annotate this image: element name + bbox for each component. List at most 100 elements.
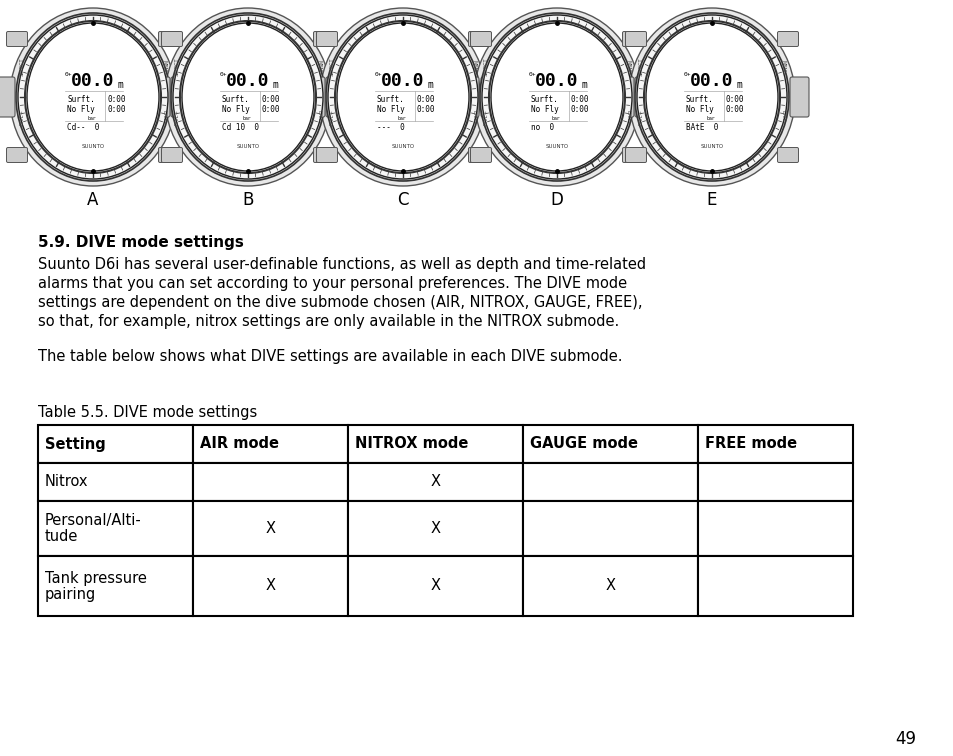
Bar [193,425,348,463]
Text: DIVE-: DIVE- [161,110,167,124]
Text: bar: bar [243,116,252,122]
Text: ---  0: --- 0 [376,123,404,132]
FancyBboxPatch shape [314,147,335,163]
FancyBboxPatch shape [468,32,489,47]
Ellipse shape [479,13,634,181]
Bar [522,501,698,556]
Text: DIVE+: DIVE+ [483,109,488,125]
Ellipse shape [182,23,314,171]
Ellipse shape [474,8,639,186]
FancyBboxPatch shape [316,32,337,47]
FancyBboxPatch shape [306,77,325,117]
Text: DIVE-: DIVE- [625,110,630,124]
Bar [38,556,193,616]
Text: No Fly: No Fly [531,106,558,114]
Text: bar: bar [397,116,406,122]
Ellipse shape [171,13,325,181]
Ellipse shape [319,8,485,186]
Ellipse shape [27,23,159,171]
Text: GAUGE mode: GAUGE mode [530,436,638,451]
FancyBboxPatch shape [161,32,182,47]
Bar [38,425,193,463]
Bar [38,463,193,501]
FancyBboxPatch shape [7,147,28,163]
Text: X: X [265,521,275,536]
FancyBboxPatch shape [459,77,478,117]
Bar [193,463,348,501]
Text: 49: 49 [894,730,915,748]
Text: pairing: pairing [45,587,96,602]
Text: X: X [265,578,275,593]
Text: MENU: MENU [780,60,784,74]
Text: 0+: 0+ [220,73,227,78]
Ellipse shape [491,23,622,171]
Ellipse shape [335,21,471,173]
FancyBboxPatch shape [158,32,179,47]
Ellipse shape [628,8,794,186]
Text: E: E [706,191,717,209]
Text: Table 5.5. DIVE mode settings: Table 5.5. DIVE mode settings [38,405,257,420]
Text: 0+: 0+ [683,73,691,78]
Text: 00.0: 00.0 [381,72,424,90]
Text: SUUNTO: SUUNTO [391,144,415,150]
Text: 0:00: 0:00 [262,94,280,104]
Text: 00.0: 00.0 [71,72,114,90]
Text: 0:00: 0:00 [416,94,435,104]
Ellipse shape [326,13,479,181]
Text: 0+: 0+ [65,73,72,78]
Text: SUUNTO: SUUNTO [700,144,722,150]
Text: NITROX mode: NITROX mode [355,436,468,451]
Text: no  0: no 0 [531,123,554,132]
FancyBboxPatch shape [7,32,28,47]
Text: No Fly: No Fly [685,106,713,114]
Text: Suunto D6i has several user-definable functions, as well as depth and time-relat: Suunto D6i has several user-definable fu… [38,257,645,272]
Text: tude: tude [45,529,78,544]
Ellipse shape [180,21,315,173]
Bar [38,501,193,556]
FancyBboxPatch shape [470,32,491,47]
Text: SUUNTO: SUUNTO [545,144,568,150]
Ellipse shape [336,23,469,171]
Bar [698,501,852,556]
Ellipse shape [635,13,788,181]
FancyBboxPatch shape [625,147,646,163]
Bar [522,463,698,501]
FancyBboxPatch shape [470,147,491,163]
FancyBboxPatch shape [161,147,182,163]
Ellipse shape [10,8,175,186]
Text: 0:00: 0:00 [416,106,435,114]
Bar [698,463,852,501]
Bar [348,425,522,463]
Text: Cd--  0: Cd-- 0 [67,123,99,132]
Text: 0:00: 0:00 [725,94,743,104]
Text: Setting: Setting [45,436,106,451]
Text: 0:00: 0:00 [107,106,126,114]
Ellipse shape [645,23,778,171]
FancyBboxPatch shape [0,77,15,117]
Text: Surft.: Surft. [222,94,250,104]
Bar [348,463,522,501]
Text: 0:00: 0:00 [725,106,743,114]
Text: bar: bar [88,116,96,122]
FancyBboxPatch shape [615,77,634,117]
FancyBboxPatch shape [625,32,646,47]
FancyBboxPatch shape [151,77,170,117]
Text: BAtE  0: BAtE 0 [685,123,718,132]
Text: alarms that you can set according to your personal preferences. The DIVE mode: alarms that you can set according to you… [38,276,626,291]
Text: SELECT: SELECT [329,57,335,76]
Text: MENU: MENU [471,60,476,74]
Text: MENU: MENU [161,60,167,74]
Text: 00.0: 00.0 [535,72,578,90]
FancyBboxPatch shape [622,32,643,47]
Ellipse shape [643,21,780,173]
Text: 0:00: 0:00 [107,94,126,104]
Text: B: B [242,191,253,209]
Bar [193,556,348,616]
Text: 0:00: 0:00 [262,106,280,114]
Bar [698,425,852,463]
Text: SELECT: SELECT [19,57,25,76]
Text: m: m [737,80,742,90]
Bar [698,556,852,616]
Text: SELECT: SELECT [638,57,643,76]
Bar [522,425,698,463]
